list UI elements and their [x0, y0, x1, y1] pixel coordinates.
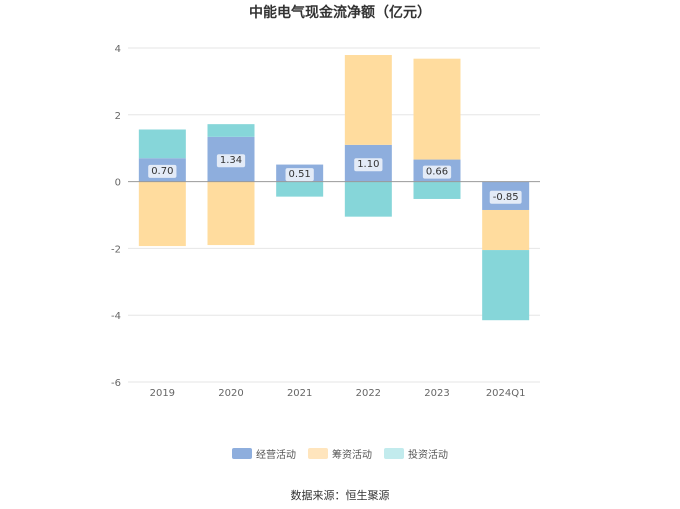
legend-swatch-investing: [384, 448, 404, 459]
bar-financing: [413, 58, 461, 160]
data-label: 0.51: [289, 169, 311, 180]
bar-investing: [413, 181, 461, 199]
y-tick-label: -6: [111, 378, 121, 389]
x-tick-label: 2021: [287, 388, 312, 399]
data-label-bg: [489, 190, 522, 204]
x-tick-label: 2024Q1: [486, 388, 526, 399]
bar-investing: [138, 129, 186, 159]
chart-title: 中能电气现金流净额（亿元）: [249, 5, 431, 21]
data-source: 数据来源：恒生聚源: [290, 489, 390, 502]
legend-label-investing: 投资活动: [408, 450, 448, 461]
y-tick-label: 0: [115, 178, 121, 189]
y-tick-label: 2: [115, 111, 121, 122]
data-label: -0.85: [493, 192, 519, 203]
legend-label-operating: 经营活动: [256, 450, 296, 461]
y-tick-label: -2: [111, 244, 121, 255]
legend-item-investing[interactable]: 投资活动: [384, 446, 448, 461]
bar-financing: [207, 181, 255, 246]
bar-investing: [344, 181, 392, 217]
legend-item-financing[interactable]: 筹资活动: [308, 446, 372, 461]
bar-investing: [276, 181, 324, 197]
data-label: 1.34: [220, 155, 242, 166]
legend: 经营活动 筹资活动 投资活动: [0, 446, 680, 461]
bar-financing: [138, 181, 186, 247]
legend-label-financing: 筹资活动: [332, 450, 372, 461]
x-tick-label: 2020: [218, 388, 243, 399]
x-tick-label: 2019: [150, 388, 175, 399]
y-tick-label: -4: [111, 311, 121, 322]
bar-investing: [207, 124, 255, 137]
legend-item-operating[interactable]: 经营活动: [232, 446, 296, 461]
bar-financing: [482, 209, 530, 251]
data-label-bg: [148, 164, 177, 178]
data-label-bg: [354, 158, 383, 172]
x-tick-label: 2023: [424, 388, 449, 399]
data-label: 0.66: [426, 167, 448, 178]
data-label-bg: [216, 154, 246, 168]
x-tick-label: 2022: [356, 388, 381, 399]
data-label-bg: [422, 165, 452, 179]
data-label: 1.10: [357, 159, 379, 170]
legend-swatch-financing: [308, 448, 328, 459]
bar-investing: [482, 250, 530, 321]
data-label: 0.70: [151, 166, 173, 177]
y-tick-label: 4: [115, 44, 121, 55]
legend-swatch-operating: [232, 448, 252, 459]
data-label-bg: [285, 168, 314, 182]
bar-financing: [344, 55, 392, 145]
